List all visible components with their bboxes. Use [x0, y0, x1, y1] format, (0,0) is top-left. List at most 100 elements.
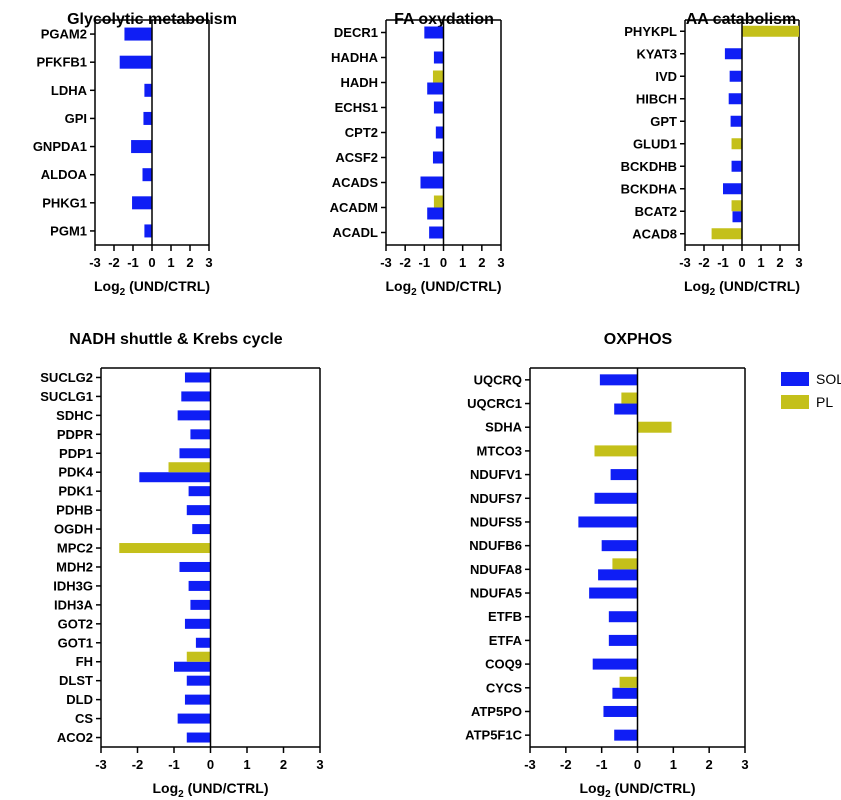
x-tick-label: 1: [243, 757, 250, 772]
bar-sol-pdpr: [190, 429, 211, 440]
category-label: UQCRC1: [467, 396, 522, 411]
category-label: GOT1: [58, 635, 93, 650]
bar-sol-pfkfb1: [119, 55, 152, 69]
bar-sol-acsf2: [432, 151, 444, 164]
x-tick-label: -3: [524, 757, 536, 772]
category-label: GPT: [650, 114, 677, 129]
x-axis-label: Log2 (UND/CTRL): [684, 278, 800, 298]
x-tick-label: -1: [168, 757, 180, 772]
bar-pl-sdha: [637, 421, 672, 433]
bar-sol-dlst: [186, 675, 211, 686]
x-tick-label: -2: [698, 255, 710, 270]
x-tick-label: 1: [459, 255, 466, 270]
category-label: ACADS: [332, 175, 379, 190]
x-tick-label: -2: [560, 757, 572, 772]
category-label: DLD: [66, 692, 93, 707]
chart-panel-5: OXPHOS -3 -2 -1 0 1 2 3 Log2 (UND/CTRL) UQCRQ UQCR…: [465, 331, 748, 800]
bar-sol-etfb: [608, 611, 638, 623]
category-label: ATP5F1C: [465, 728, 522, 743]
x-tick-label: 2: [186, 255, 193, 270]
bar-sol-etfa: [608, 634, 638, 646]
bar-sol-got2: [184, 618, 211, 629]
bar-sol-ndufv1: [610, 469, 638, 481]
category-label: ATP5PO: [471, 704, 522, 719]
x-tick-label: 3: [741, 757, 748, 772]
bar-pl-bcat2: [731, 200, 742, 212]
bar-sol-bckdhb: [731, 160, 742, 172]
bar-sol-got1: [195, 637, 211, 648]
x-tick-label: 1: [670, 757, 677, 772]
category-label: ACADL: [333, 225, 379, 240]
bar-sol-ogdh: [192, 524, 211, 535]
category-label: NDUFA8: [470, 562, 522, 577]
bar-sol-pdp1: [179, 448, 211, 459]
bar-sol-acads: [420, 176, 444, 189]
bar-pl-uqcrc1: [621, 392, 638, 404]
category-label: HADHA: [331, 50, 379, 65]
x-tick-label: 0: [207, 757, 214, 772]
category-label: PDPR: [57, 427, 94, 442]
bar-sol-pgm1: [144, 224, 152, 238]
category-label: MPC2: [57, 541, 93, 556]
category-label: HIBCH: [636, 91, 677, 106]
x-tick-label: 3: [795, 255, 802, 270]
bar-sol-gpt: [730, 115, 742, 127]
bar-sol-acadm: [427, 207, 444, 220]
category-label: PHKG1: [42, 195, 87, 210]
category-label: CYCS: [486, 680, 522, 695]
x-tick-label: 2: [478, 255, 485, 270]
category-label: PGM1: [50, 223, 87, 238]
bar-sol-ndufa5: [589, 587, 638, 599]
category-label: ACADM: [330, 200, 378, 215]
x-axis-label: Log2 (UND/CTRL): [94, 278, 210, 298]
bar-sol-atp5f1c: [614, 729, 638, 741]
category-label: IDH3G: [53, 578, 93, 593]
category-label: FH: [76, 654, 93, 669]
category-label: ACSF2: [335, 150, 378, 165]
bar-sol-suclg2: [184, 372, 211, 383]
category-label: NDUFS7: [470, 491, 522, 506]
x-tick-label: 2: [706, 757, 713, 772]
category-label: GOT2: [58, 616, 93, 631]
category-label: SUCLG2: [40, 370, 93, 385]
bar-sol-idh3g: [188, 580, 211, 591]
category-label: KYAT3: [637, 46, 677, 61]
category-label: NDUFV1: [470, 467, 522, 482]
bar-sol-gnpda1: [131, 140, 152, 154]
bar-sol-hadha: [433, 51, 444, 64]
chart-title: OXPHOS: [604, 331, 673, 348]
bar-sol-aldoa: [142, 168, 152, 182]
legend-swatch-sol: [781, 372, 809, 386]
x-tick-label: 0: [440, 255, 447, 270]
category-label: PHYKPL: [624, 24, 677, 39]
category-label: PDP1: [59, 446, 93, 461]
bar-sol-pdk4: [139, 472, 211, 483]
category-label: NDUFB6: [469, 538, 522, 553]
bar-sol-acadl: [429, 226, 444, 239]
category-label: IDH3A: [54, 597, 94, 612]
category-label: IVD: [655, 69, 677, 84]
bar-sol-hadh: [427, 82, 444, 95]
bar-pl-ndufa8: [612, 558, 638, 570]
x-tick-label: -2: [399, 255, 411, 270]
category-label: ETFB: [488, 609, 522, 624]
category-label: ALDOA: [41, 167, 88, 182]
x-tick-label: -1: [127, 255, 139, 270]
category-label: NDUFS5: [470, 514, 522, 529]
category-label: DECR1: [334, 25, 378, 40]
bar-pl-glud1: [731, 138, 742, 150]
category-label: MTCO3: [477, 443, 523, 458]
bar-sol-echs1: [433, 101, 444, 114]
category-label: CS: [75, 711, 93, 726]
x-axis-label: Log2 (UND/CTRL): [580, 780, 696, 800]
category-label: NDUFA5: [470, 586, 522, 601]
bar-sol-cycs: [612, 687, 638, 699]
bar-sol-dld: [184, 694, 211, 705]
x-tick-label: -2: [132, 757, 144, 772]
bar-sol-mdh2: [179, 561, 211, 572]
bar-sol-kyat3: [724, 48, 742, 60]
bar-pl-phykpl: [742, 25, 799, 37]
x-tick-label: 3: [205, 255, 212, 270]
category-label: GPI: [65, 111, 87, 126]
